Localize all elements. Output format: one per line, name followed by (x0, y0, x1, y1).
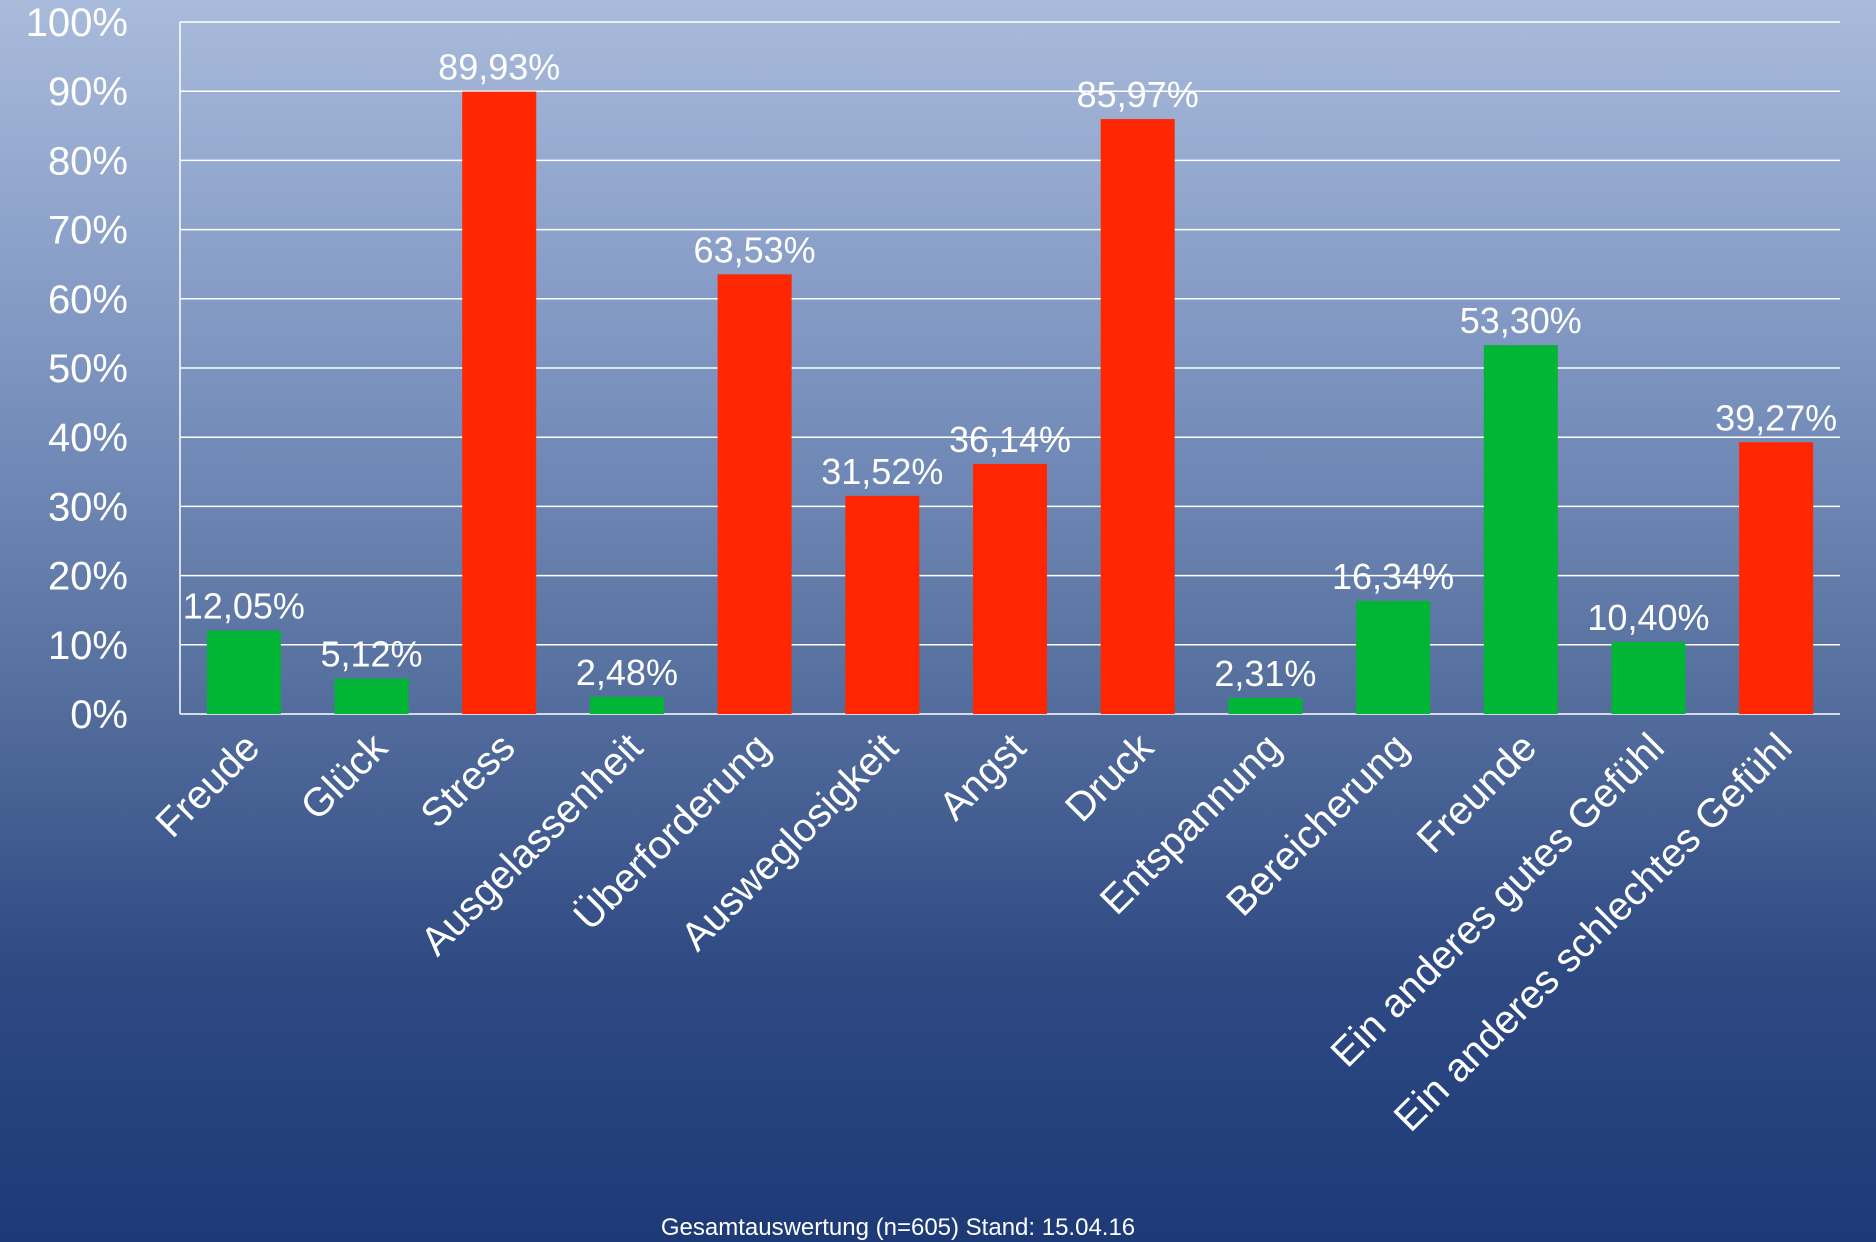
y-tick-label: 80% (48, 139, 128, 183)
footer-text: Gesamtauswertung (n=605) Stand: 15.04.16 (660, 1214, 1136, 1241)
x-tick-label: Glück (292, 725, 396, 829)
data-label: 31,52% (821, 451, 943, 492)
bar (206, 630, 281, 714)
footer: Gesamtauswertung (n=605) Stand: 15.04.16 (0, 1216, 1876, 1240)
y-axis-tick-labels: 0% 10% 20% 30% 40% 50% 60% 70% 80% 90% 100% (26, 1, 128, 737)
y-tick-label: 10% (48, 624, 128, 668)
grid-lines (180, 21, 1840, 646)
bar (1228, 698, 1303, 714)
y-tick-label: 20% (48, 555, 128, 599)
bar (717, 274, 792, 714)
data-labels: 12,05% 5,12% 89,93% 2,48% 63,53% 31,52%36,14%… (183, 47, 1837, 694)
bar (1483, 345, 1558, 714)
bar (1100, 119, 1175, 715)
y-tick-label: 60% (48, 278, 128, 322)
bar (1739, 442, 1814, 714)
bar (462, 91, 537, 715)
x-axis-tick-labels: Freude Glück StressAusgelassenheitÜberford… (147, 725, 1800, 1140)
data-label: 85,97% (1077, 74, 1199, 115)
y-tick-label: 0% (70, 693, 128, 737)
bar (973, 463, 1047, 714)
bar (334, 678, 409, 714)
bars (206, 91, 1814, 715)
x-tick-label: Angst (931, 725, 1034, 828)
data-label: 39,27% (1715, 397, 1837, 438)
bar (845, 495, 920, 714)
y-tick-label: 100% (26, 1, 128, 45)
data-label: 10,40% (1587, 597, 1709, 638)
data-label: 2,31% (1214, 653, 1316, 694)
bar (1611, 642, 1686, 714)
bar (589, 696, 664, 714)
data-label: 63,53% (694, 229, 816, 270)
data-label: 89,93% (438, 47, 560, 88)
x-tick-label: Freude (147, 725, 268, 846)
data-label: 12,05% (183, 586, 305, 627)
data-label: 5,12% (320, 634, 422, 675)
x-tick-label: Stress (412, 725, 523, 836)
bar (1356, 600, 1431, 714)
x-tick-label: Ausweglosigkeit (673, 725, 907, 959)
data-label: 53,30% (1460, 300, 1582, 341)
data-label: 36,14% (949, 419, 1071, 460)
y-tick-label: 90% (48, 70, 128, 114)
y-tick-label: 40% (48, 416, 128, 460)
y-tick-label: 30% (48, 485, 128, 529)
y-tick-label: 70% (48, 209, 128, 253)
data-label: 16,34% (1332, 556, 1454, 597)
x-tick-label: Ausgelassenheit (413, 725, 652, 964)
x-tick-label: Druck (1057, 725, 1163, 831)
data-label: 2,48% (576, 652, 678, 693)
y-tick-label: 50% (48, 347, 128, 391)
